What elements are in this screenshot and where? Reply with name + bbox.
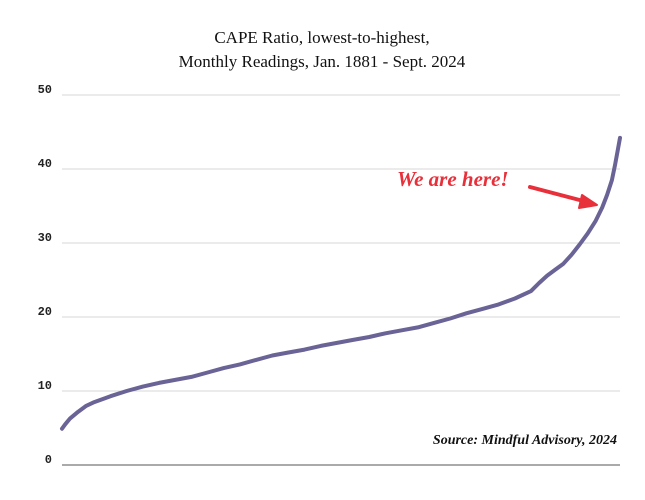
- annotation: We are here!: [397, 167, 598, 209]
- series-layer: [60, 135, 622, 431]
- chart-title-line-1: CAPE Ratio, lowest-to-highest,: [214, 28, 429, 47]
- chart-title-line-2: Monthly Readings, Jan. 1881 - Sept. 2024: [179, 52, 466, 71]
- y-tick-label-50: 50: [38, 83, 52, 97]
- gridlines: [62, 94, 620, 466]
- series-line-0: [60, 135, 622, 431]
- source-note: Source: Mindful Advisory, 2024: [433, 433, 617, 448]
- y-tick-label-30: 30: [38, 231, 52, 245]
- y-tick-label-20: 20: [38, 305, 52, 319]
- annotation-label: We are here!: [397, 167, 509, 191]
- chart-title: CAPE Ratio, lowest-to-highest, Monthly R…: [179, 28, 466, 71]
- annotation-arrow-head: [578, 194, 598, 209]
- y-tick-label-0: 0: [45, 453, 52, 467]
- y-axis-tick-labels: 0 10 20 30 40 50: [38, 83, 52, 467]
- y-tick-label-40: 40: [38, 157, 52, 171]
- y-tick-label-10: 10: [38, 379, 52, 393]
